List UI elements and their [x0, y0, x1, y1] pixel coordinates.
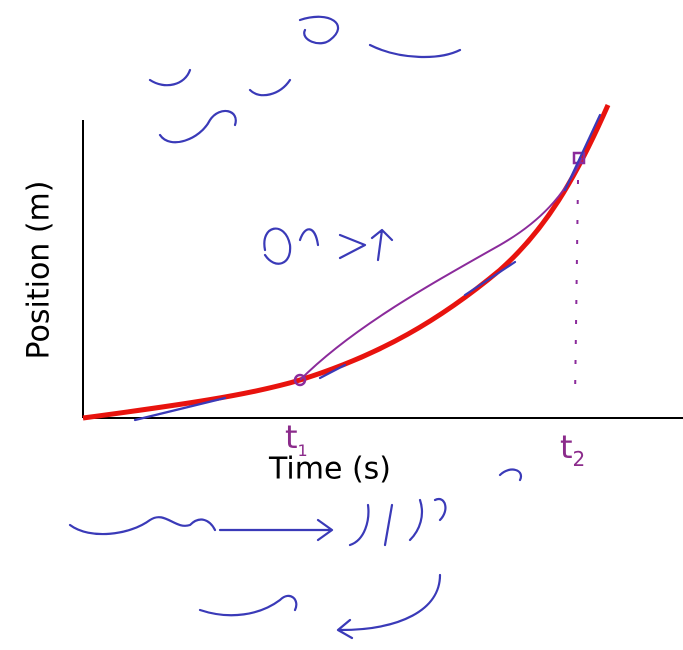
t2-guide	[575, 180, 578, 400]
t1-sub: 1	[298, 441, 308, 460]
position-curve	[83, 105, 608, 418]
t2-label: t2	[560, 428, 585, 471]
whiteboard: Position (m) Time (s) t1 t2	[0, 0, 683, 650]
x-axis-label: Time (s)	[268, 452, 391, 487]
t2-text: t	[560, 428, 573, 466]
y-axis-label: Position (m)	[22, 181, 57, 360]
t2-sub: 2	[573, 447, 586, 471]
handwriting	[70, 17, 521, 638]
t1-label: t1	[285, 418, 308, 460]
tangent-strokes	[135, 115, 600, 420]
secant-line	[300, 158, 582, 380]
t1-text: t	[285, 418, 298, 456]
